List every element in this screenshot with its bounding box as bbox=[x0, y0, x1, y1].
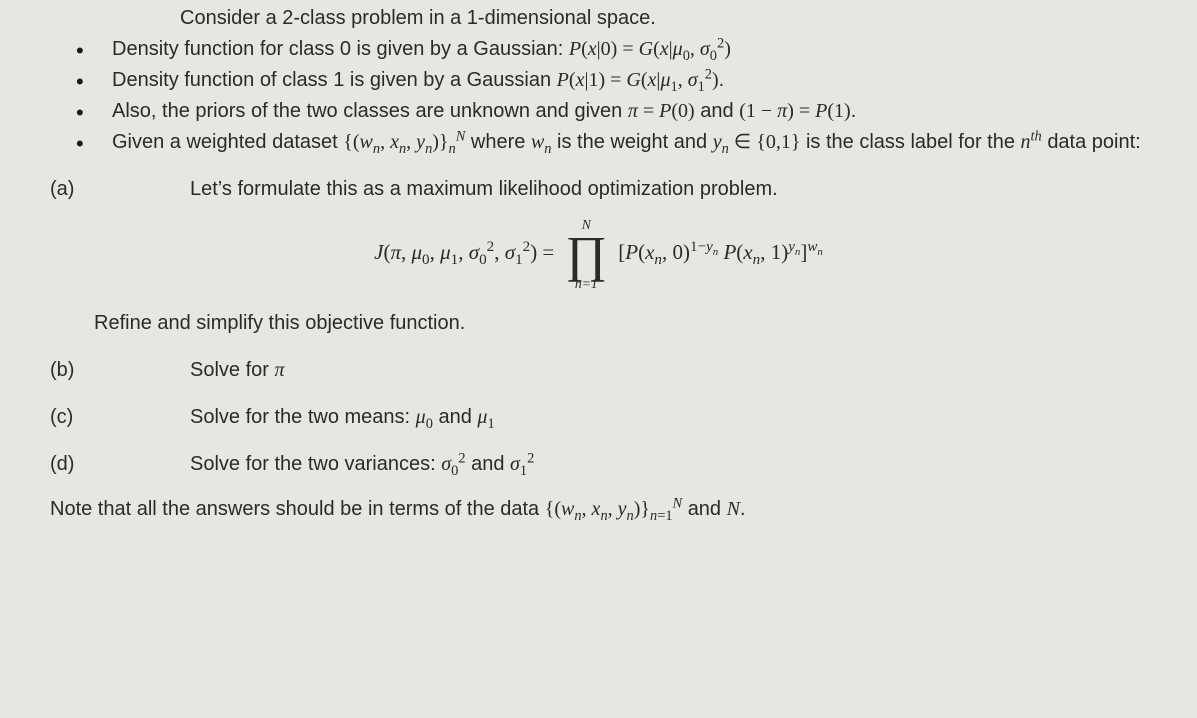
part-d-label: (d) bbox=[50, 450, 190, 479]
part-b-math: π bbox=[274, 359, 284, 381]
part-c-text: Solve for the two means: μ0 and μ1 bbox=[190, 403, 1147, 432]
part-a-label: (a) bbox=[50, 175, 190, 204]
part-a-text: Let’s formulate this as a maximum likeli… bbox=[190, 175, 1147, 204]
intro-text: Consider a 2-class problem in a 1-dimens… bbox=[180, 7, 656, 29]
part-c-math1: μ0 bbox=[416, 406, 433, 428]
part-d-text: Solve for the two variances: σ02 and σ12 bbox=[190, 450, 1147, 479]
product-symbol: N ∏ n=1 bbox=[566, 218, 607, 291]
part-a: (a) Let’s formulate this as a maximum li… bbox=[40, 175, 1157, 204]
prod-glyph: ∏ bbox=[566, 232, 607, 277]
part-c-pre: Solve for the two means: bbox=[190, 406, 416, 428]
note-math2: N bbox=[727, 498, 740, 520]
note-mid: and bbox=[688, 498, 727, 520]
part-a-refine: Refine and simplify this objective funct… bbox=[40, 305, 1157, 338]
part-c-math2: μ1 bbox=[477, 406, 494, 428]
formula-lhs: J(π, μ0, μ1, σ02, σ12) = bbox=[374, 240, 559, 264]
bullet-2-pre: Density function of class 1 is given by … bbox=[112, 69, 557, 91]
note-post: . bbox=[740, 498, 746, 520]
bullet-list: Density function for class 0 is given by… bbox=[40, 35, 1157, 157]
bullet-4-math3: yn ∈ {0,1} bbox=[713, 131, 801, 153]
part-b-text: Solve for π bbox=[190, 356, 1147, 385]
bullet-3-math2: (1 − π) = P(1) bbox=[739, 100, 850, 122]
part-c-label: (c) bbox=[50, 403, 190, 432]
bullet-3-pre: Also, the priors of the two classes are … bbox=[112, 100, 628, 122]
formula-rhs: [P(xn, 0)1−yn P(xn, 1)yn]wn bbox=[618, 240, 823, 264]
part-d: (d) Solve for the two variances: σ02 and… bbox=[40, 450, 1157, 479]
part-a-formula: J(π, μ0, μ1, σ02, σ12) = N ∏ n=1 [P(xn, … bbox=[40, 218, 1157, 291]
part-d-math2: σ12 bbox=[510, 453, 534, 475]
bullet-1: Density function for class 0 is given by… bbox=[72, 35, 1147, 64]
bullet-3: Also, the priors of the two classes are … bbox=[72, 97, 1147, 126]
bullet-4-mid2: is the weight and bbox=[557, 131, 713, 153]
bullet-4: Given a weighted dataset {(wn, xn, yn)}n… bbox=[72, 128, 1147, 157]
part-d-pre: Solve for the two variances: bbox=[190, 453, 441, 475]
bullet-3-math1: π = P(0) bbox=[628, 100, 695, 122]
part-b-pre: Solve for bbox=[190, 359, 274, 381]
bullet-4-postpre: is the class label for the bbox=[806, 131, 1021, 153]
bullet-4-math4: nth bbox=[1021, 131, 1042, 153]
bullet-3-post: . bbox=[851, 100, 857, 122]
page: Consider a 2-class problem in a 1-dimens… bbox=[0, 0, 1197, 534]
part-c: (c) Solve for the two means: μ0 and μ1 bbox=[40, 403, 1157, 432]
bullet-2-post: . bbox=[719, 69, 725, 91]
bullet-4-math1: {(wn, xn, yn)}nN bbox=[343, 131, 465, 153]
bullet-1-pre: Density function for class 0 is given by… bbox=[112, 38, 569, 60]
note-pre: Note that all the answers should be in t… bbox=[50, 498, 545, 520]
part-d-mid: and bbox=[471, 453, 510, 475]
bullet-4-math2: wn bbox=[531, 131, 552, 153]
bullet-4-post: data point: bbox=[1047, 131, 1140, 153]
bullet-2: Density function of class 1 is given by … bbox=[72, 66, 1147, 95]
part-b-label: (b) bbox=[50, 356, 190, 385]
bullet-4-mid: where bbox=[471, 131, 531, 153]
part-b: (b) Solve for π bbox=[40, 356, 1157, 385]
bullet-3-mid: and bbox=[700, 100, 739, 122]
intro-line: Consider a 2-class problem in a 1-dimens… bbox=[40, 4, 1157, 33]
note-math1: {(wn, xn, yn)}n=1N bbox=[545, 498, 682, 520]
prod-bot: n=1 bbox=[575, 277, 598, 291]
bullet-4-pre: Given a weighted dataset bbox=[112, 131, 343, 153]
part-d-math1: σ02 bbox=[441, 453, 465, 475]
bullet-1-math: P(x|0) = G(x|μ0, σ02) bbox=[569, 38, 731, 60]
bullet-2-math: P(x|1) = G(x|μ1, σ12) bbox=[557, 69, 719, 91]
part-c-mid: and bbox=[438, 406, 477, 428]
note-line: Note that all the answers should be in t… bbox=[40, 495, 1157, 524]
